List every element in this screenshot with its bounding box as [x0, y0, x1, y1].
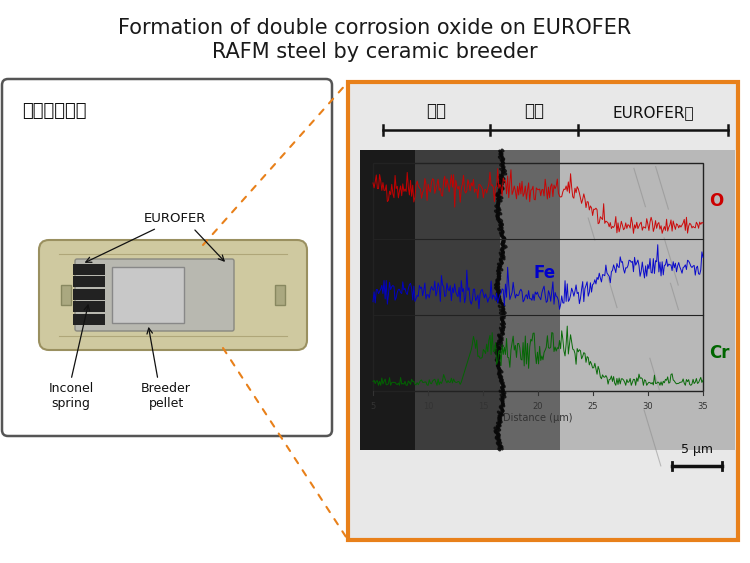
Bar [560, 150, 735, 450]
Text: Cr: Cr [709, 344, 730, 362]
Text: 5: 5 [370, 402, 376, 411]
Text: Breeder
pellet: Breeder pellet [141, 382, 191, 410]
Text: 25: 25 [588, 402, 598, 411]
Text: Inconel
spring: Inconel spring [48, 382, 94, 410]
Text: 5 μm: 5 μm [681, 443, 713, 456]
Text: 20: 20 [532, 402, 543, 411]
Bar [73, 276, 105, 287]
Bar [73, 301, 105, 312]
FancyBboxPatch shape [75, 259, 234, 331]
Text: 10: 10 [423, 402, 433, 411]
Bar [348, 82, 738, 540]
Bar [360, 150, 735, 450]
Text: Fe: Fe [533, 264, 556, 282]
Text: O: O [709, 192, 723, 210]
Bar [415, 150, 500, 450]
Bar [360, 150, 415, 450]
Text: Formation of double corrosion oxide on EUROFER: Formation of double corrosion oxide on E… [118, 18, 632, 38]
Bar [73, 264, 105, 275]
Text: Distance (μm): Distance (μm) [503, 413, 573, 423]
Text: EUROFER: EUROFER [144, 212, 206, 225]
Bar [73, 289, 105, 300]
Bar [61, 285, 71, 305]
Text: EUROFER鉰: EUROFER鉰 [612, 105, 694, 120]
FancyBboxPatch shape [2, 79, 332, 436]
Bar [500, 150, 560, 450]
Bar [112, 267, 184, 323]
Text: 内層: 内層 [524, 102, 544, 120]
Text: 外層: 外層 [427, 102, 446, 120]
Bar [73, 314, 105, 324]
Text: 30: 30 [643, 402, 653, 411]
Text: 35: 35 [698, 402, 708, 411]
Bar [373, 163, 703, 391]
FancyBboxPatch shape [39, 240, 307, 350]
Text: 15: 15 [478, 402, 488, 411]
Text: RAFM steel by ceramic breeder: RAFM steel by ceramic breeder [212, 42, 538, 62]
Text: 試験サンプル: 試験サンプル [22, 102, 86, 120]
Bar [275, 285, 285, 305]
